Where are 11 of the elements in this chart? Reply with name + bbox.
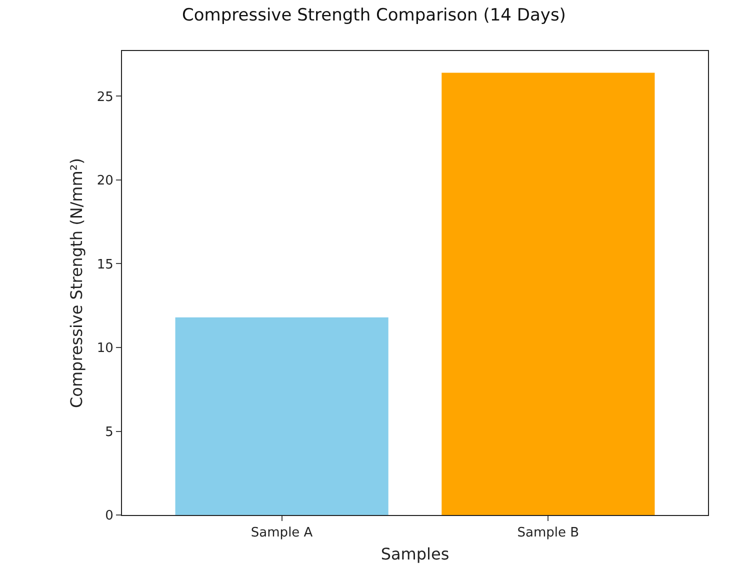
y-tick-label: 15 [96, 257, 114, 272]
y-tick-label: 20 [96, 174, 114, 189]
y-tick-label: 5 [105, 424, 114, 440]
chart-title: Compressive Strength Comparison (14 Days) [182, 6, 566, 26]
x-tick-label: Sample B [517, 526, 580, 541]
x-axis-title: Samples [380, 544, 450, 564]
y-tick-label: 0 [105, 508, 114, 524]
y-axis-title: Compressive Strength (N/mm²) [66, 158, 86, 408]
x-tick-label: Sample A [250, 526, 313, 541]
y-tick-label: 25 [96, 90, 114, 105]
y-tick-label: 10 [96, 341, 114, 356]
